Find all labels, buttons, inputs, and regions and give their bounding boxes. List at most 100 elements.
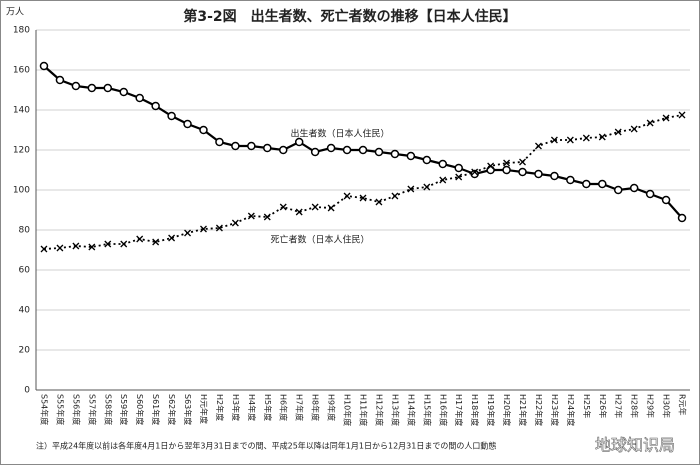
point xyxy=(566,175,575,185)
x-tick-label: H14年度 xyxy=(406,394,416,426)
point xyxy=(550,171,559,181)
point xyxy=(455,173,463,181)
point xyxy=(661,195,671,205)
point xyxy=(630,125,638,133)
point xyxy=(614,128,622,136)
point xyxy=(56,244,64,252)
x-tick-label: H8年度 xyxy=(311,394,321,421)
point xyxy=(183,119,192,129)
point xyxy=(358,145,368,155)
point xyxy=(40,245,48,253)
point xyxy=(519,158,526,166)
point xyxy=(487,162,495,170)
x-tick-label: H11年度 xyxy=(359,394,369,426)
series-label: 死亡者数（日本人住民） xyxy=(270,234,369,246)
point xyxy=(582,179,591,189)
point xyxy=(662,114,670,122)
point xyxy=(407,185,415,193)
point xyxy=(231,219,239,227)
point xyxy=(199,125,208,135)
point xyxy=(422,155,432,165)
y-tick-label: 20 xyxy=(19,346,31,356)
point xyxy=(629,183,639,193)
x-tick-label: H28年 xyxy=(630,394,640,418)
point xyxy=(279,203,287,211)
x-tick-label: H26年 xyxy=(598,394,608,418)
y-axis-label: 万人 xyxy=(6,7,24,18)
point xyxy=(135,93,144,103)
point xyxy=(423,183,431,191)
x-tick-label: H6年度 xyxy=(279,394,289,421)
chart-title: 第3-2図 出生者数、死亡者数の推移【日本人住民】 xyxy=(183,8,516,25)
series-line xyxy=(43,114,683,250)
x-tick-label: H20年度 xyxy=(502,394,512,426)
point xyxy=(342,145,352,155)
point xyxy=(391,192,399,200)
x-tick-label: H15年度 xyxy=(422,394,432,426)
x-tick-label: H24年度 xyxy=(566,394,576,426)
x-tick-label: S59年度 xyxy=(119,394,129,425)
point xyxy=(454,163,463,173)
point xyxy=(327,204,335,212)
point xyxy=(247,212,255,220)
x-tick-label: H25年 xyxy=(582,394,592,418)
y-tick-label: 120 xyxy=(13,146,30,156)
x-tick-label: H23年度 xyxy=(550,394,560,426)
x-tick-label: S60年度 xyxy=(135,394,145,425)
watermark: 地球知识局 xyxy=(595,436,675,455)
x-tick-label: S63年度 xyxy=(183,394,193,425)
point xyxy=(310,147,320,157)
point xyxy=(295,208,303,216)
x-tick-label: H22年度 xyxy=(534,394,544,426)
x-tick-label: H21年度 xyxy=(518,394,528,426)
x-tick-label: H16年度 xyxy=(438,394,448,426)
point xyxy=(678,111,686,119)
x-tick-label: H27年 xyxy=(614,394,624,418)
point xyxy=(646,119,654,127)
x-tick-label: S56年度 xyxy=(71,394,81,425)
y-tick-label: 100 xyxy=(13,186,30,196)
x-tick-label: S61年度 xyxy=(151,394,161,425)
point xyxy=(231,141,240,151)
y-tick-label: 180 xyxy=(13,26,30,36)
x-tick-label: H元年度 xyxy=(199,394,209,424)
point xyxy=(406,151,416,161)
x-tick-label: H5年度 xyxy=(263,394,273,421)
x-tick-label: H19年度 xyxy=(486,394,496,426)
point xyxy=(598,133,606,141)
point xyxy=(613,185,623,195)
series-label: 出生者数（日本人住民） xyxy=(290,128,389,140)
point xyxy=(598,179,607,189)
point xyxy=(119,87,128,97)
y-tick-label: 60 xyxy=(19,266,31,276)
point xyxy=(278,145,288,155)
point xyxy=(550,136,558,144)
point xyxy=(39,61,49,71)
y-tick-label: 40 xyxy=(19,306,31,316)
point xyxy=(535,142,542,150)
point xyxy=(151,101,160,111)
x-tick-label: H10年度 xyxy=(343,394,353,426)
point xyxy=(439,176,447,184)
x-tick-label: H3年度 xyxy=(231,394,241,421)
point xyxy=(502,165,511,175)
point xyxy=(534,169,543,179)
point xyxy=(374,147,384,157)
x-tick-label: H2年度 xyxy=(215,394,225,421)
point xyxy=(582,134,590,142)
point xyxy=(438,159,448,169)
point xyxy=(311,203,319,211)
point xyxy=(215,224,223,232)
point xyxy=(359,194,367,202)
point xyxy=(471,168,479,176)
x-tick-label: H9年度 xyxy=(327,394,337,421)
y-tick-label: 140 xyxy=(13,106,30,116)
x-tick-label: H17年度 xyxy=(454,394,464,426)
point xyxy=(677,213,687,223)
point xyxy=(167,111,176,121)
point xyxy=(343,192,351,200)
point xyxy=(247,141,256,151)
y-tick-label: 0 xyxy=(24,386,30,396)
